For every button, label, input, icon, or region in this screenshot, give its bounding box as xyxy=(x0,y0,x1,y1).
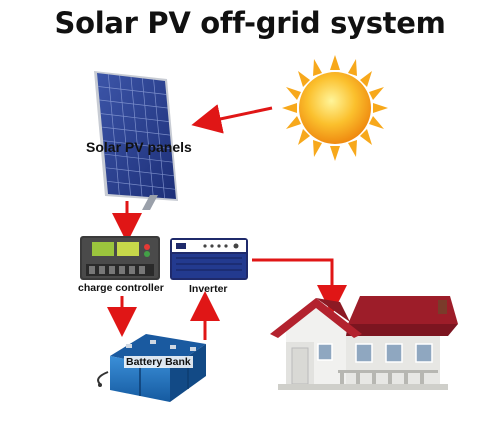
solar-panels-label: Solar PV panels xyxy=(86,139,192,155)
page-title: Solar PV off-grid system xyxy=(54,6,446,40)
arrow-inverter-to-house xyxy=(252,258,347,315)
battery-bank-label: Battery Bank xyxy=(124,356,193,368)
inverter-icon xyxy=(170,238,248,280)
solar-panel-icon xyxy=(94,71,178,210)
charge-controller-label: charge controller xyxy=(78,282,164,294)
arrow-sun-to-panels xyxy=(191,104,273,134)
charge-controller-icon xyxy=(80,236,160,280)
house-icon xyxy=(270,296,458,390)
battery-bank-icon xyxy=(97,334,206,402)
sun-icon xyxy=(282,55,388,161)
inverter-label: Inverter xyxy=(189,283,228,295)
